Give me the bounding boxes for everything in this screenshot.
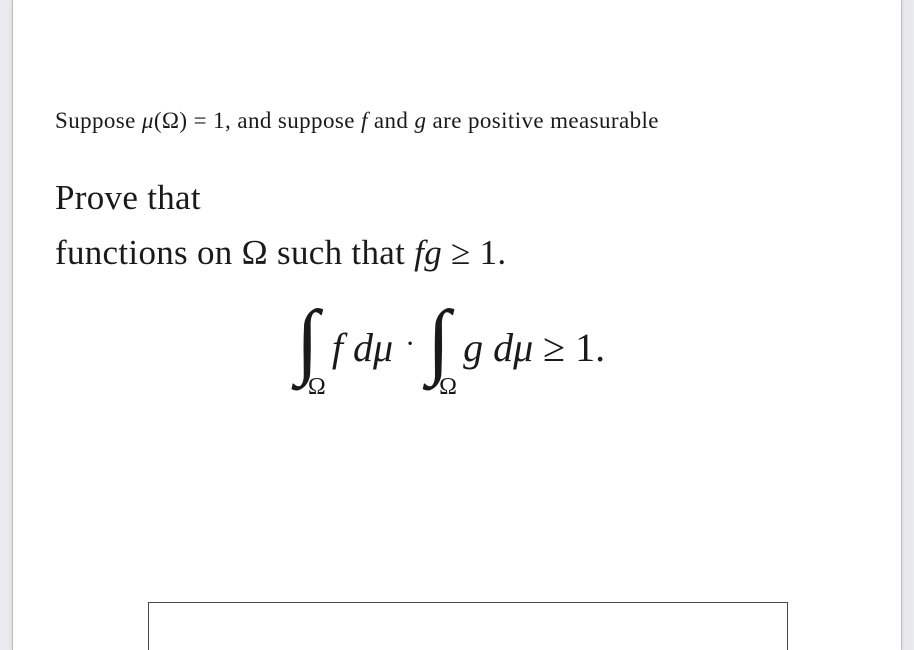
g-symbol: g (414, 108, 426, 133)
hypothesis-line: Suppose μ(Ω) = 1, and suppose f and g ar… (55, 108, 846, 134)
g-symbol: g (463, 325, 483, 370)
dmu-1: dμ (343, 325, 393, 370)
text-segment: are positive measurable (426, 108, 658, 133)
text-segment: (Ω) = 1, and suppose (154, 108, 361, 133)
integral-symbol: ∫ (296, 299, 319, 383)
integral-symbol: ∫ (427, 299, 450, 383)
page: Suppose μ(Ω) = 1, and suppose f and g ar… (12, 0, 902, 650)
integral-sign-2: ∫ Ω (427, 307, 461, 397)
fg-symbol: fg (414, 233, 442, 272)
text-segment: ≥ 1. (442, 233, 506, 272)
f-symbol: f (332, 325, 343, 370)
inequality: ≥ 1. (539, 324, 605, 371)
prove-that-line: Prove that (55, 176, 846, 220)
integral-sign-1: ∫ Ω (296, 307, 330, 397)
text-segment: functions on Ω such that (55, 233, 414, 272)
condition-line: functions on Ω such that fg ≥ 1. (55, 228, 846, 277)
cdot-symbol: · (399, 327, 421, 361)
content-area: Suppose μ(Ω) = 1, and suppose f and g ar… (13, 0, 901, 397)
integral-subscript: Ω (308, 374, 326, 401)
text-segment: Suppose (55, 108, 142, 133)
dmu-2: dμ (483, 325, 533, 370)
f-symbol: f (361, 108, 368, 133)
mu-symbol: μ (142, 108, 154, 133)
integral-g-block: ∫ Ω g dμ (427, 307, 533, 397)
integral-f-block: ∫ Ω f dμ (296, 307, 393, 397)
answer-input-box[interactable] (148, 602, 788, 650)
integrand-2: g dμ (463, 324, 533, 371)
text-segment: and (368, 108, 415, 133)
integrand-1: f dμ (332, 324, 393, 371)
text-segment: Prove that (55, 178, 201, 217)
integral-subscript: Ω (439, 374, 457, 401)
formula: ∫ Ω f dμ · ∫ Ω g dμ ≥ 1. (55, 307, 846, 397)
